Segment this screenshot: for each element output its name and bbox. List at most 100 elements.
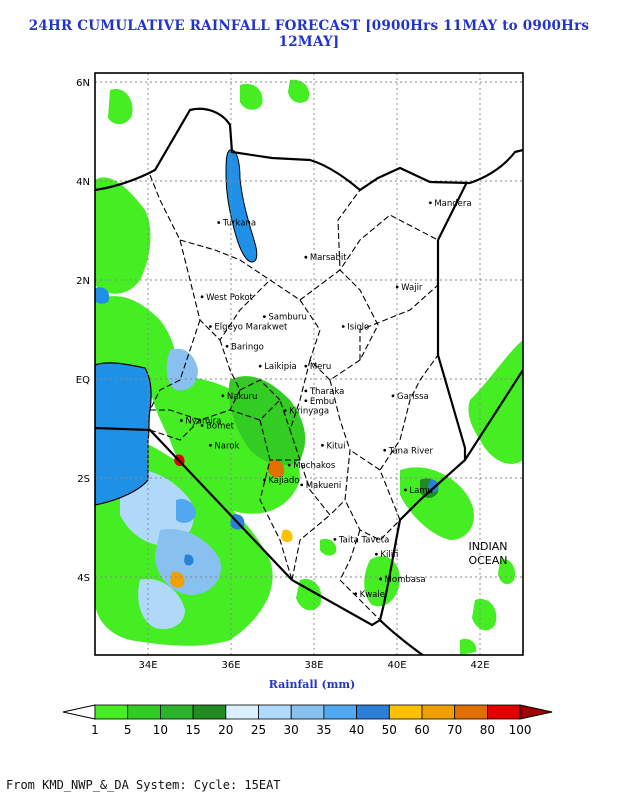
place-label: Laikipia	[264, 362, 297, 372]
lon-label: 34E	[138, 660, 157, 671]
place-label: Kitui	[326, 441, 345, 451]
place-dot	[217, 221, 221, 224]
colorbar-segment	[356, 704, 390, 720]
place-dot	[354, 592, 358, 596]
lat-label: 4N	[76, 177, 90, 188]
colorbar-segment	[192, 704, 227, 720]
lat-label: EQ	[76, 375, 90, 386]
colorbar-segment	[290, 704, 325, 720]
place-dot	[262, 315, 266, 318]
colorbar-tick-label: 1	[91, 723, 99, 737]
lon-label: 38E	[304, 660, 323, 671]
place-dot	[383, 448, 387, 452]
place-dot	[200, 424, 204, 427]
place-label: Samburu	[268, 313, 307, 323]
lat-label: 2N	[76, 276, 90, 287]
place-label: Taita Taveta	[338, 535, 389, 545]
place-label: Isiolo	[347, 323, 369, 333]
place-label: Elgeyo Marakwet	[214, 323, 288, 333]
place-label: Nakuru	[227, 392, 258, 402]
place-dot	[304, 364, 308, 368]
place-dot	[375, 552, 378, 556]
colorbar-tick-label: 35	[316, 723, 331, 737]
colorbar-low-arrow	[62, 704, 96, 720]
lake-victoria	[95, 362, 152, 506]
colorbar-segment	[258, 704, 292, 720]
place-label: Bomet	[206, 422, 235, 432]
colorbar-segment	[225, 704, 259, 720]
county-borders	[149, 174, 439, 621]
place-labels: Turkana Marsabit Mandera Wajir West Pokot Sam…	[179, 199, 472, 600]
place-label: Kilifi	[380, 550, 398, 560]
footer-note: From KMD_NWP_&_DA System: Cycle: 15EAT	[6, 778, 281, 792]
colorbar-segment	[127, 704, 161, 720]
colorbar-tick-label: 5	[124, 723, 132, 737]
place-dot	[221, 394, 225, 398]
color-bar: 1 5 10 15 20 25 30 35 40 50 60 70 80 100	[62, 704, 553, 737]
colorbar-tick-label: 10	[153, 723, 168, 737]
axis-labels: 6N 4N 2N EQ 2S 4S 34E 36E 38E 40E 42E	[76, 78, 490, 671]
small-lake	[95, 287, 110, 304]
place-label: Machakos	[293, 461, 336, 471]
place-label: Garissa	[397, 392, 429, 402]
place-dot	[179, 419, 183, 422]
place-label: Mandera	[434, 199, 471, 209]
place-dot	[304, 389, 308, 393]
colorbar-tick-label: 15	[185, 723, 200, 737]
place-dot	[262, 478, 266, 482]
place-dot	[321, 443, 324, 447]
place-dot	[287, 463, 291, 467]
place-label: Nyamira	[185, 417, 221, 427]
place-dot	[379, 577, 382, 581]
colorbar-tick-label: 25	[251, 723, 266, 737]
colorbar-segment	[421, 704, 456, 720]
place-dot	[404, 488, 407, 492]
colorbar-tick-label: 80	[480, 723, 495, 737]
colorbar-tick-label: 20	[218, 723, 233, 737]
map-title: 24HR CUMULATIVE RAINFALL FORECAST [0900H…	[28, 18, 590, 50]
colorbar-segment	[388, 704, 423, 720]
lat-label: 6N	[76, 78, 90, 89]
colorbar-tick-label: 40	[349, 723, 364, 737]
ocean-label-line2: OCEAN	[468, 554, 507, 567]
lon-label: 36E	[221, 660, 240, 671]
colorbar-tick-label: 70	[447, 723, 462, 737]
country-borders	[95, 107, 523, 655]
place-label: Mombasa	[385, 575, 426, 585]
place-label: Embu	[310, 397, 334, 407]
lon-label: 40E	[387, 660, 406, 671]
place-label: Kajiado	[268, 476, 299, 486]
place-dot	[304, 399, 308, 403]
xaxis-title: Rainfall (mm)	[269, 678, 355, 691]
place-dot	[395, 285, 399, 289]
lon-label: 42E	[470, 660, 489, 671]
colorbar-segment	[323, 704, 357, 720]
place-dot	[258, 364, 262, 368]
colorbar-segment	[159, 704, 194, 720]
plot-frame	[94, 72, 524, 656]
colorbar-segment	[94, 704, 129, 720]
colorbar-tick-label: 60	[414, 723, 429, 737]
place-dot	[209, 325, 212, 328]
place-dot	[283, 409, 287, 413]
place-label: Makueni	[306, 481, 342, 491]
place-dot	[225, 344, 229, 348]
place-dot	[304, 255, 308, 259]
place-label: West Pokot	[206, 293, 253, 303]
place-label: Tharaka	[309, 387, 344, 397]
lat-label: 2S	[77, 474, 90, 485]
place-dot	[209, 443, 212, 447]
colorbar-tick-label: 100	[509, 723, 532, 737]
place-label: Meru	[310, 362, 331, 372]
place-dot	[428, 201, 432, 205]
place-label: Baringo	[231, 342, 264, 352]
place-label: Tana River	[388, 446, 434, 456]
place-dot	[200, 295, 204, 299]
place-label: Kirinyaga	[289, 407, 329, 417]
lat-label: 4S	[77, 573, 90, 584]
place-label: Wajir	[401, 283, 423, 293]
place-dot	[341, 325, 345, 328]
place-label: Narok	[214, 441, 239, 451]
place-label: Kwale	[360, 590, 385, 600]
place-dot	[300, 483, 304, 487]
